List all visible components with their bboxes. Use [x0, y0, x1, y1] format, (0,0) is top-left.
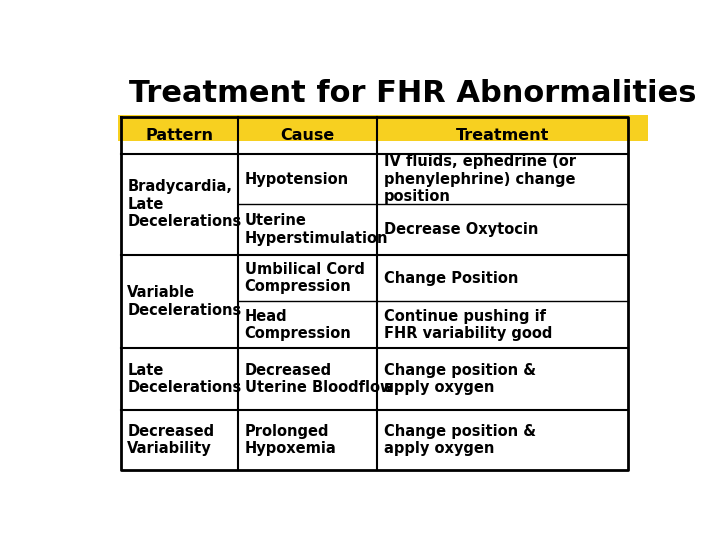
- Text: Continue pushing if
FHR variability good: Continue pushing if FHR variability good: [384, 309, 552, 341]
- Text: Late
Decelerations: Late Decelerations: [127, 363, 242, 395]
- Text: Umbilical Cord
Compression: Umbilical Cord Compression: [245, 262, 364, 294]
- Bar: [118, 115, 660, 141]
- Text: Bradycardia,
Late
Decelerations: Bradycardia, Late Decelerations: [127, 179, 242, 229]
- Text: Hypotension: Hypotension: [245, 172, 348, 186]
- Text: Decreased
Variability: Decreased Variability: [127, 424, 215, 456]
- Text: Change position &
apply oxygen: Change position & apply oxygen: [384, 363, 536, 395]
- Text: Treatment: Treatment: [456, 128, 549, 143]
- Text: Variable
Decelerations: Variable Decelerations: [127, 285, 242, 318]
- Text: Pattern: Pattern: [145, 128, 213, 143]
- Text: Uterine
Hyperstimulation: Uterine Hyperstimulation: [245, 213, 388, 246]
- Text: Prolonged
Hypoxemia: Prolonged Hypoxemia: [245, 424, 336, 456]
- Text: IV fluids, ephedrine (or
phenylephrine) change
position: IV fluids, ephedrine (or phenylephrine) …: [384, 154, 576, 204]
- Text: Treatment for FHR Abnormalities: Treatment for FHR Abnormalities: [129, 79, 696, 109]
- Text: Decrease Oxytocin: Decrease Oxytocin: [384, 222, 539, 237]
- Text: Head
Compression: Head Compression: [245, 309, 351, 341]
- Text: Decreased
Uterine Bloodflow: Decreased Uterine Bloodflow: [245, 363, 393, 395]
- Text: Change position &
apply oxygen: Change position & apply oxygen: [384, 424, 536, 456]
- Text: Cause: Cause: [281, 128, 335, 143]
- Text: Change Position: Change Position: [384, 271, 518, 286]
